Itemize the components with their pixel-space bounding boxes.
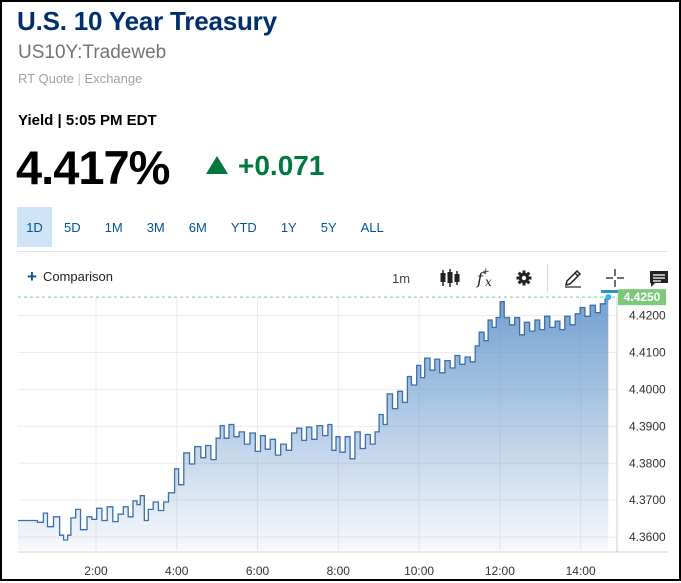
area-fill [18, 297, 609, 550]
last-price: 4.417% [16, 141, 170, 194]
y-tick-label: 4.4100 [629, 346, 666, 360]
range-1y[interactable]: 1Y [280, 219, 297, 235]
series-line [18, 297, 609, 541]
y-tick-label: 4.3800 [629, 456, 666, 470]
up-arrow-icon [206, 156, 228, 174]
range-1d[interactable]: 1D [17, 207, 52, 247]
candlestick-icon[interactable] [438, 264, 462, 292]
x-tick-label: 2:00 [84, 564, 108, 578]
x-tick-label: 10:00 [404, 564, 434, 578]
quote-source: RT Quote | Exchange [18, 71, 142, 86]
price-change: +0.071 [206, 150, 324, 182]
gear-icon[interactable] [514, 264, 534, 292]
comparison-label: Comparison [42, 269, 114, 284]
svg-text:+: + [482, 267, 490, 277]
chart-toolbar: 1m f x + [382, 264, 672, 293]
y-tick-label: 4.3600 [629, 530, 666, 544]
last-value-label: 4.4250 [624, 290, 661, 304]
range-3m[interactable]: 3M [146, 219, 165, 235]
x-tick-label: 4:00 [165, 564, 189, 578]
crosshair-icon[interactable] [604, 264, 626, 292]
svg-text:x: x [485, 275, 492, 289]
interval-button[interactable]: 1m [392, 270, 411, 286]
toolbar-separator [547, 264, 548, 292]
chart-axes: 4.3600 4.3700 4.3800 4.3900 4.4000 4.4100 4.42… [18, 289, 667, 578]
change-value: +0.071 [238, 150, 325, 181]
y-tick-label: 4.4200 [629, 309, 666, 323]
quote-separator: | [77, 71, 81, 86]
function-icon[interactable]: f x + [476, 264, 498, 292]
exchange-label: Exchange [84, 71, 143, 86]
range-all[interactable]: ALL [360, 219, 384, 235]
range-5y[interactable]: 5Y [320, 219, 337, 235]
time-range-selector: 1D 5D 1M 3M 6M YTD 1Y 5Y ALL [17, 207, 396, 247]
svg-text:f: f [476, 269, 486, 288]
last-value-badge [618, 289, 666, 306]
comparison-button[interactable]: + Comparison [27, 268, 113, 285]
quote-type: RT Quote [18, 71, 74, 86]
page-title: U.S. 10 Year Treasury [17, 6, 277, 36]
last-value-dot [605, 294, 612, 301]
pencil-icon[interactable] [562, 264, 584, 292]
range-6m[interactable]: 6M [188, 219, 207, 235]
chart-area [18, 297, 609, 550]
x-tick-label: 12:00 [485, 564, 515, 578]
y-tick-label: 4.3900 [629, 419, 666, 433]
yield-time-label: Yield | 5:05 PM EDT [18, 112, 157, 129]
range-5d[interactable]: 5D [64, 219, 81, 235]
x-tick-label: 6:00 [246, 564, 270, 578]
comment-icon[interactable] [648, 264, 670, 292]
range-1m[interactable]: 1M [104, 219, 123, 235]
divider [17, 251, 667, 252]
range-ytd[interactable]: YTD [230, 219, 257, 235]
symbol-label: US10Y:Tradeweb [18, 42, 167, 63]
x-tick-label: 8:00 [327, 564, 351, 578]
plus-icon: + [27, 267, 37, 286]
x-tick-label: 14:00 [566, 564, 596, 578]
y-tick-label: 4.4000 [629, 382, 666, 396]
y-tick-label: 4.3700 [629, 493, 666, 507]
